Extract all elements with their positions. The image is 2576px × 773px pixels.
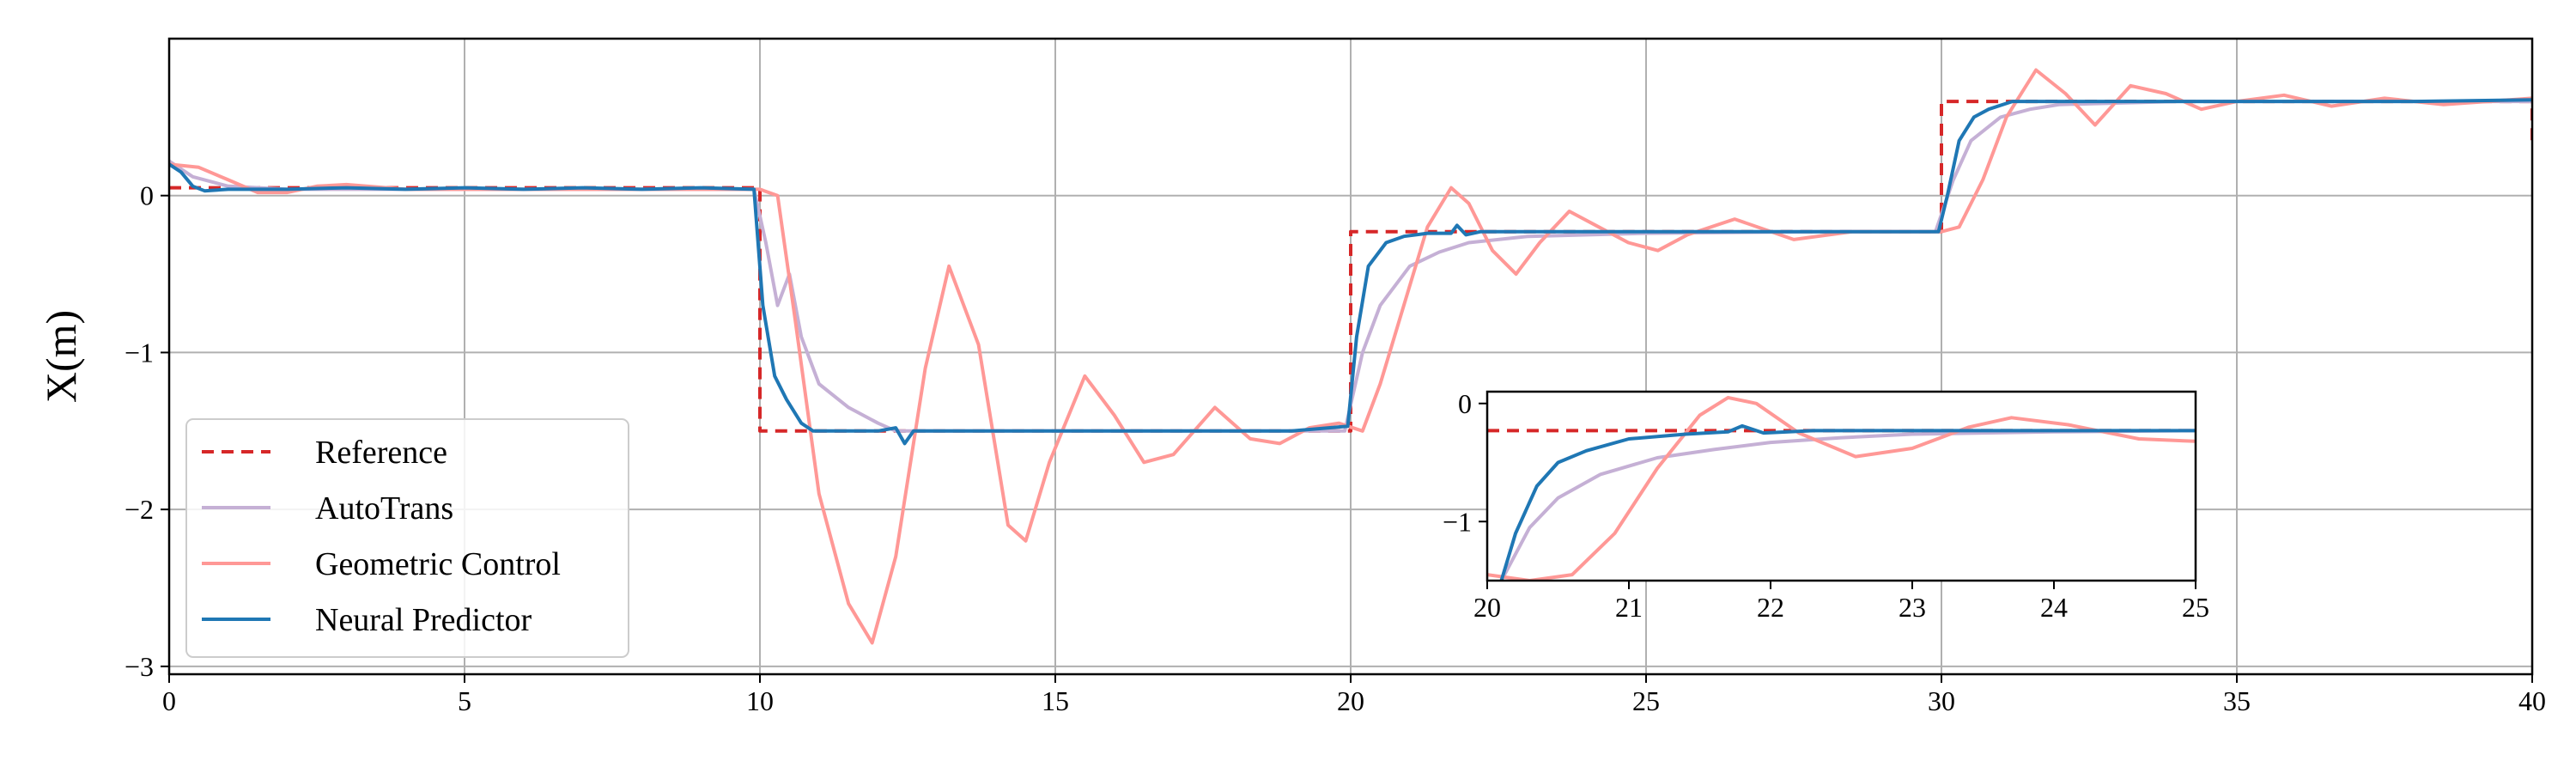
series-line-geometric-control [169, 68, 2532, 645]
main-ticks: 0 5 10 15 20 25 30 35 40 0 −1 −2 −3 [125, 180, 2546, 716]
legend-entry-autotrans: AutoTrans [202, 490, 453, 526]
series-line-geometric-control [1487, 395, 2196, 581]
y-tick-label: −1 [125, 337, 154, 368]
legend: Reference AutoTrans Geometric Control Neura… [185, 418, 629, 658]
y-axis-label: X(m) [37, 310, 85, 403]
legend-box [185, 418, 629, 658]
x-tick-label: 22 [1757, 592, 1784, 623]
series-line-neural-predictor [169, 98, 2532, 446]
main-plot: 0 5 10 15 20 25 30 35 40 0 −1 −2 −3 X(m) [37, 37, 2546, 716]
x-tick-label: 25 [1632, 685, 1660, 716]
x-tick-label: 20 [1337, 685, 1364, 716]
legend-entry-geometric-control: Geometric Control [202, 546, 561, 582]
main-series [169, 68, 2532, 645]
legend-label: Reference [315, 435, 447, 471]
x-tick-label: 23 [1899, 592, 1926, 623]
x-tick-label: 25 [2182, 592, 2209, 623]
x-tick-label: 35 [2223, 685, 2251, 716]
x-tick-label: 40 [2518, 685, 2546, 716]
legend-label: AutoTrans [315, 490, 453, 526]
y-tick-label: −2 [125, 494, 154, 525]
y-tick-label: −3 [125, 651, 154, 682]
legend-label: Geometric Control [315, 546, 561, 582]
legend-entry-neural-predictor: Neural Predictor [202, 602, 532, 638]
y-tick-label: 0 [1458, 388, 1472, 419]
legend-entry-reference: Reference [202, 435, 447, 471]
inset-series [1487, 395, 2196, 581]
x-tick-label: 10 [746, 685, 774, 716]
x-tick-label: 24 [2040, 592, 2068, 623]
x-tick-label: 15 [1042, 685, 1069, 716]
series-line-autotrans [1499, 429, 2196, 581]
legend-label: Neural Predictor [315, 602, 532, 638]
y-tick-label: 0 [140, 180, 154, 211]
inset-plot: 20 21 22 23 24 25 0 −1 [1443, 388, 2209, 623]
x-tick-label: 5 [458, 685, 471, 716]
x-tick-label: 20 [1473, 592, 1501, 623]
y-tick-label: −1 [1443, 506, 1472, 537]
x-tick-label: 0 [162, 685, 176, 716]
x-tick-label: 30 [1928, 685, 1955, 716]
series-line-neural-predictor [1499, 423, 2196, 581]
inset-background [1487, 392, 2196, 581]
inset-axes-frame [1485, 390, 2197, 582]
inset-ticks: 20 21 22 23 24 25 0 −1 [1443, 388, 2209, 623]
x-tick-label: 21 [1615, 592, 1643, 623]
